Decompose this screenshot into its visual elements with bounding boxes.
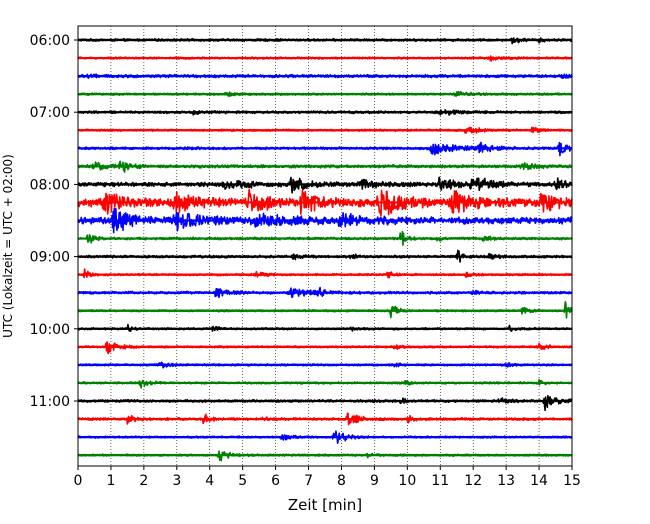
plot-frame — [77, 25, 573, 467]
y-axis-label: UTC (Lokalzeit = UTC + 02:00) — [1, 154, 15, 338]
y-tick-label: 11:00 — [30, 394, 70, 410]
x-tick-label: 15 — [563, 473, 581, 489]
y-tick-label: 10:00 — [30, 322, 70, 338]
x-tick-label: 11 — [431, 473, 449, 489]
x-tick-label: 6 — [271, 473, 280, 489]
trace-0830 — [77, 207, 573, 234]
grid-lines — [110, 26, 540, 466]
x-tick-label: 8 — [337, 473, 346, 489]
y-tick-label: 06:00 — [30, 33, 70, 49]
y-tick-label: 07:00 — [30, 105, 70, 121]
axes: 0 1 2 3 4 5 6 7 8 9 10 11 12 13 14 1506:0007:0008:0009:… — [30, 33, 581, 489]
x-tick-label: 0 — [74, 473, 83, 489]
x-tick-label: 7 — [304, 473, 313, 489]
trace-0815 — [77, 188, 573, 217]
x-tick-label: 3 — [172, 473, 181, 489]
x-tick-label: 2 — [139, 473, 148, 489]
y-tick-label: 08:00 — [30, 177, 70, 193]
x-tick-label: 4 — [205, 473, 214, 489]
seismic-traces — [77, 37, 573, 462]
x-tick-label: 12 — [464, 473, 482, 489]
x-tick-label: 10 — [398, 473, 416, 489]
x-tick-label: 9 — [370, 473, 379, 489]
x-tick-label: 1 — [106, 473, 115, 489]
x-tick-label: 14 — [530, 473, 548, 489]
y-tick-label: 09:00 — [30, 250, 70, 266]
x-tick-label: 13 — [497, 473, 515, 489]
x-tick-label: 5 — [238, 473, 247, 489]
x-axis-label: Zeit [min] — [288, 496, 362, 514]
